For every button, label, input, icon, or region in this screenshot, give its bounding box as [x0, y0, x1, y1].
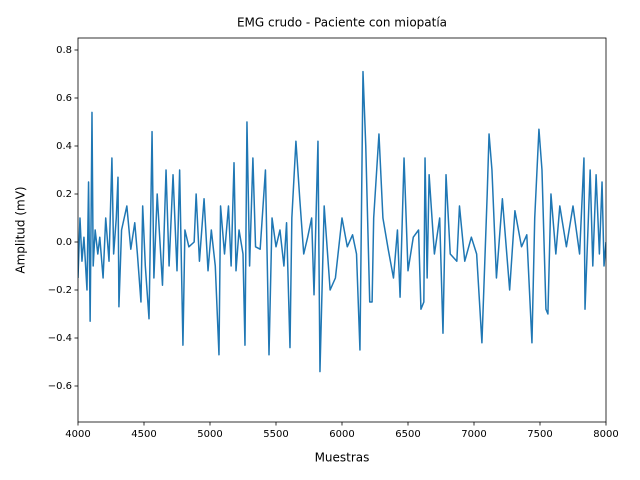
- x-tick-label: 6000: [329, 429, 354, 440]
- x-axis-label: Muestras: [315, 451, 370, 465]
- x-tick-label: 7500: [527, 429, 552, 440]
- y-tick-label: −0.4: [48, 333, 72, 344]
- y-tick-label: 0.8: [56, 45, 72, 56]
- y-tick-label: 0.4: [56, 141, 72, 152]
- y-tick-label: 0.6: [56, 93, 72, 104]
- x-tick-label: 7000: [461, 429, 486, 440]
- y-axis-label: Amplitud (mV): [14, 186, 28, 273]
- chart-title: EMG crudo - Paciente con miopatía: [237, 16, 447, 30]
- x-tick-label: 5500: [263, 429, 288, 440]
- x-tick-label: 5000: [197, 429, 222, 440]
- signal-line: [78, 70, 606, 373]
- x-tick-label: 6500: [395, 429, 420, 440]
- y-tick-label: −0.2: [48, 285, 72, 296]
- y-tick-label: −0.6: [48, 381, 72, 392]
- plot-frame: [77, 37, 607, 423]
- x-tick-label: 8000: [593, 429, 618, 440]
- x-tick-label: 4000: [65, 429, 90, 440]
- y-tick-label: 0.0: [56, 237, 72, 248]
- x-tick-label: 4500: [131, 429, 156, 440]
- y-tick-label: 0.2: [56, 189, 72, 200]
